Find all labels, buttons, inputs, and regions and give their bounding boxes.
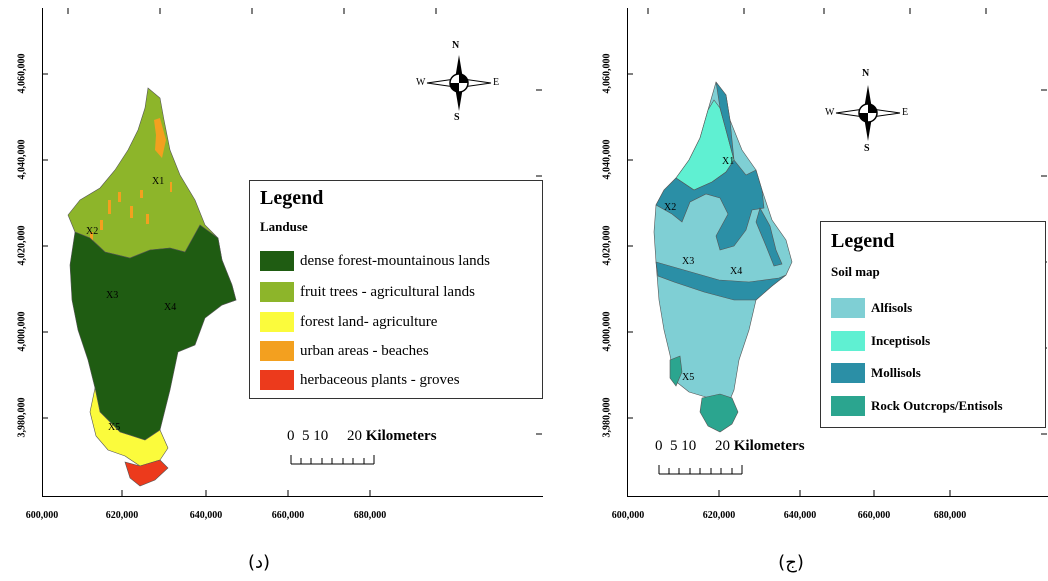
legend-item: Alfisols <box>831 298 912 318</box>
compass-rose-icon <box>426 55 492 111</box>
compass-w: W <box>825 107 835 118</box>
legend-swatch <box>260 370 294 390</box>
x-tick-label: 660,000 <box>271 510 305 521</box>
legend-swatch <box>831 331 865 351</box>
legend-label: Alfisols <box>871 300 913 315</box>
compass-rose-icon <box>835 85 901 141</box>
mollisols-strip <box>755 207 783 267</box>
scale-unit: Kilometers <box>733 438 805 454</box>
station-label: X2 <box>86 226 98 237</box>
legend-box: Legend Landuse dense forest-mountainous … <box>249 180 543 399</box>
station-label: X4 <box>730 266 742 277</box>
legend-swatch <box>831 298 865 318</box>
compass-n: N <box>862 68 870 79</box>
dense-forest-region <box>69 224 237 441</box>
compass-w: W <box>416 77 426 88</box>
rock-outcrops-region <box>669 355 683 387</box>
legend-swatch <box>831 363 865 383</box>
legend-label: Rock Outcrops/Entisols <box>871 398 1003 413</box>
legend-item: Mollisols <box>831 363 921 383</box>
legend-subtitle: Landuse <box>260 219 308 234</box>
legend-subtitle: Soil map <box>831 264 880 279</box>
compass-e: E <box>493 77 500 88</box>
station-label: X3 <box>106 290 118 301</box>
x-tick-label: 640,000 <box>783 510 817 521</box>
urban-region <box>154 118 166 158</box>
station-label: X5 <box>682 372 694 383</box>
legend-item: Rock Outcrops/Entisols <box>831 396 1003 416</box>
x-tick-label: 640,000 <box>189 510 223 521</box>
mollisols-region <box>655 81 765 251</box>
x-tick-label: 620,000 <box>702 510 736 521</box>
station-label: X2 <box>664 202 676 213</box>
scale-bar <box>658 465 743 475</box>
soil-map-graphic: X1 X2 X3 X4 X5 <box>627 8 1047 496</box>
scale-bar-label: 0 5 10 20 Kilometers <box>287 428 437 445</box>
legend-label: herbaceous plants - groves <box>300 371 460 388</box>
legend-item: forest land- agriculture <box>260 312 437 332</box>
legend-item: herbaceous plants - groves <box>260 370 460 390</box>
legend-label: urban areas - beaches <box>300 342 429 359</box>
mollisols-band <box>655 261 787 301</box>
legend-item: dense forest-mountainous lands <box>260 251 490 271</box>
legend-swatch <box>260 251 294 271</box>
scale-bar <box>290 455 375 465</box>
legend-title: Legend <box>831 230 895 252</box>
legend-label: Inceptisols <box>871 333 931 348</box>
x-tick-label: 680,000 <box>933 510 967 521</box>
legend-swatch <box>260 341 294 361</box>
scale-numbers: 0 5 10 20 <box>287 428 362 444</box>
legend-swatch <box>260 312 294 332</box>
x-tick-label: 600,000 <box>25 510 59 521</box>
x-tick-label: 600,000 <box>611 510 645 521</box>
figure-caption: (د) <box>247 552 271 573</box>
legend-label: forest land- agriculture <box>300 313 438 330</box>
figure-caption: (ج) <box>778 552 804 573</box>
x-tick-label: 660,000 <box>857 510 891 521</box>
legend-swatch <box>260 282 294 302</box>
rock-outcrops-region <box>699 393 739 433</box>
legend-box: Legend Soil map Alfisols Inceptisols Mol… <box>820 221 1046 428</box>
compass-n: N <box>452 40 460 51</box>
legend-label: Mollisols <box>871 365 921 380</box>
legend-title: Legend <box>260 187 324 209</box>
scale-numbers: 0 5 10 20 <box>655 438 730 454</box>
scale-unit: Kilometers <box>365 428 437 444</box>
compass-s: S <box>454 112 460 123</box>
landuse-map-panel: 4,060,000 4,040,000 4,020,000 4,000,000 … <box>17 8 543 573</box>
station-label: X4 <box>164 302 176 313</box>
legend-swatch <box>831 396 865 416</box>
legend-item: urban areas - beaches <box>260 341 429 361</box>
legend-item: fruit trees - agricultural lands <box>260 282 475 302</box>
x-tick-label: 620,000 <box>105 510 139 521</box>
station-label: X1 <box>722 156 734 167</box>
station-label: X1 <box>152 176 164 187</box>
soil-map-panel: 4,060,000 4,040,000 4,020,000 4,000,000 … <box>524 0 1048 581</box>
legend-item: Inceptisols <box>831 331 930 351</box>
legend-label: dense forest-mountainous lands <box>300 252 490 269</box>
herbaceous-region <box>124 459 169 487</box>
x-tick-label: 680,000 <box>353 510 387 521</box>
compass-s: S <box>864 143 870 154</box>
landuse-map-graphic: X1 X2 X3 X4 X5 <box>42 8 542 496</box>
legend-label: fruit trees - agricultural lands <box>300 283 475 300</box>
compass-e: E <box>902 107 909 118</box>
station-label: X5 <box>108 422 120 433</box>
scale-bar-label: 0 5 10 20 Kilometers <box>655 438 805 455</box>
station-label: X3 <box>682 256 694 267</box>
